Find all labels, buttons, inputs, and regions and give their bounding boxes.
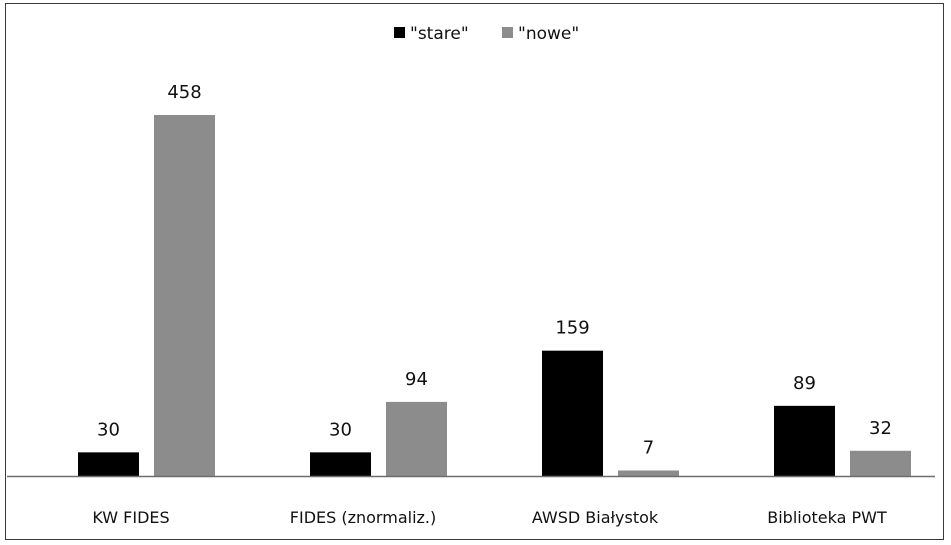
bar-stare-2 bbox=[542, 350, 603, 476]
data-label-stare-3: 89 bbox=[793, 373, 816, 394]
bar-nowe-0 bbox=[154, 115, 215, 476]
category-label-3: Biblioteka PWT bbox=[767, 508, 887, 527]
bar-nowe-2 bbox=[618, 470, 679, 476]
legend-swatch-stare bbox=[394, 27, 405, 38]
data-label-stare-2: 159 bbox=[555, 318, 589, 339]
legend: "stare" "nowe" bbox=[394, 24, 579, 44]
category-labels-layer: KW FIDES FIDES (znormaliz.) AWSD Białystok… bbox=[92, 508, 887, 527]
data-label-stare-0: 30 bbox=[97, 419, 120, 440]
data-labels-layer: 30 458 30 94 159 7 89 32 bbox=[97, 82, 892, 458]
category-label-0: KW FIDES bbox=[92, 508, 169, 527]
data-label-nowe-0: 458 bbox=[167, 82, 201, 103]
category-label-2: AWSD Białystok bbox=[532, 508, 659, 527]
category-label-1: FIDES (znormaliz.) bbox=[290, 508, 436, 527]
data-label-nowe-3: 32 bbox=[869, 418, 892, 439]
legend-swatch-nowe bbox=[502, 27, 513, 38]
bar-stare-1 bbox=[310, 452, 371, 476]
bar-nowe-3 bbox=[850, 450, 911, 476]
bar-stare-0 bbox=[78, 452, 139, 476]
legend-label-stare: "stare" bbox=[410, 24, 469, 44]
bars-layer bbox=[78, 115, 911, 476]
bar-stare-3 bbox=[774, 405, 835, 476]
data-label-stare-1: 30 bbox=[329, 419, 352, 440]
data-label-nowe-1: 94 bbox=[405, 369, 428, 390]
legend-label-nowe: "nowe" bbox=[518, 24, 579, 44]
bar-nowe-1 bbox=[386, 401, 447, 476]
data-label-nowe-2: 7 bbox=[643, 437, 654, 458]
